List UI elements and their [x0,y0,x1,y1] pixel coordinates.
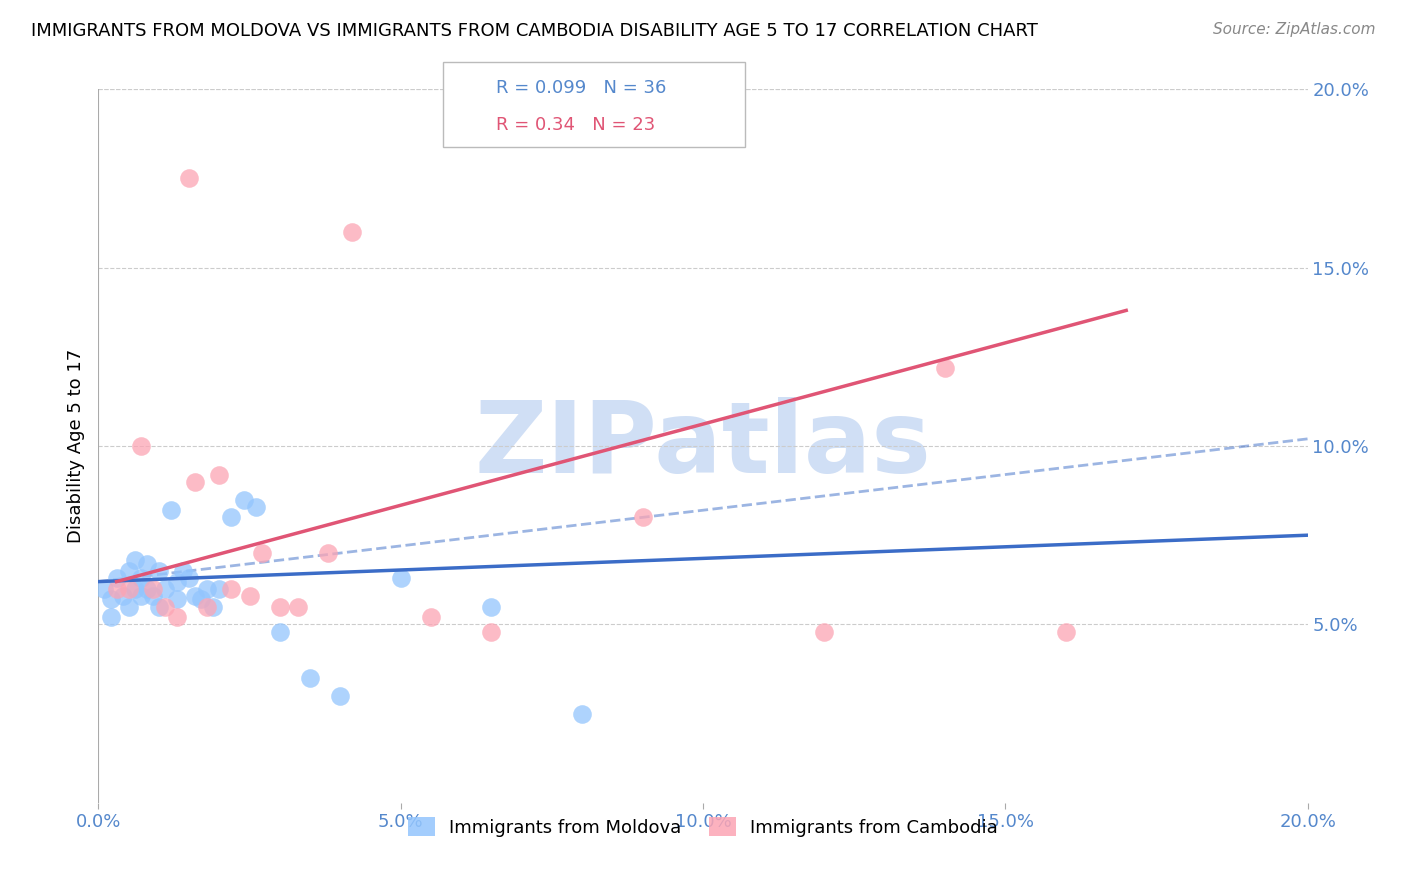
Point [118,582,141,596]
Point [420,610,443,624]
Legend: Immigrants from Moldova, Immigrants from Cambodia: Immigrants from Moldova, Immigrants from… [401,810,1005,844]
Point [631,510,654,524]
Text: R = 0.099   N = 36: R = 0.099 N = 36 [496,79,666,97]
Point [111,589,134,603]
Point [934,360,956,375]
Point [481,599,503,614]
Y-axis label: Disability Age 5 to 17: Disability Age 5 to 17 [66,349,84,543]
Point [221,582,243,596]
Point [105,582,128,596]
Point [129,589,152,603]
Point [299,671,322,685]
Point [287,599,309,614]
Point [232,492,254,507]
Point [129,439,152,453]
Point [124,553,146,567]
Point [166,592,188,607]
Point [124,582,146,596]
Point [142,589,165,603]
Point [142,582,165,596]
Point [208,582,231,596]
Point [93,582,115,596]
Point [208,467,231,482]
Point [100,592,122,607]
Point [389,571,412,585]
Point [135,582,157,596]
Point [269,624,291,639]
Point [202,599,225,614]
Point [100,610,122,624]
Point [160,503,183,517]
Point [148,564,170,578]
Point [481,624,503,639]
Text: IMMIGRANTS FROM MOLDOVA VS IMMIGRANTS FROM CAMBODIA DISABILITY AGE 5 TO 17 CORRE: IMMIGRANTS FROM MOLDOVA VS IMMIGRANTS FR… [31,22,1038,40]
Point [179,571,201,585]
Point [195,582,218,596]
Text: R = 0.34   N = 23: R = 0.34 N = 23 [496,116,655,134]
Point [166,574,188,589]
Point [1054,624,1077,639]
Point [813,624,835,639]
Point [316,546,339,560]
Point [172,564,194,578]
Point [148,599,170,614]
Point [153,582,176,596]
Point [184,589,207,603]
Point [135,557,157,571]
Point [329,689,352,703]
Point [129,571,152,585]
Point [239,589,262,603]
Point [571,706,593,721]
Text: Source: ZipAtlas.com: Source: ZipAtlas.com [1212,22,1375,37]
Text: ZIPatlas: ZIPatlas [475,398,931,494]
Point [166,610,188,624]
Point [179,171,201,186]
Point [118,599,141,614]
Point [221,510,243,524]
Point [342,225,364,239]
Point [190,592,212,607]
Point [250,546,273,560]
Point [245,500,267,514]
Point [269,599,291,614]
Point [153,599,176,614]
Point [184,475,207,489]
Point [195,599,218,614]
Point [118,564,141,578]
Point [105,571,128,585]
